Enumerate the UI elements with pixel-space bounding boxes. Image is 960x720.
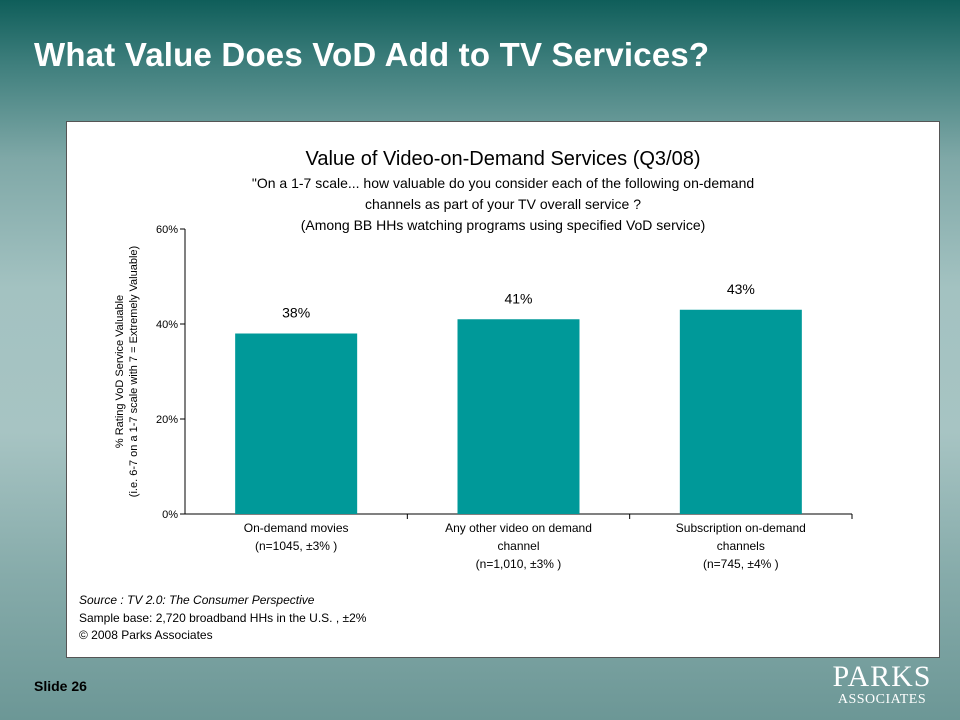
source-note: Source : TV 2.0: The Consumer Perspectiv… — [79, 593, 315, 607]
logo-line-2: ASSOCIATES — [837, 692, 927, 707]
slide-title: What Value Does VoD Add to TV Services? — [34, 36, 710, 73]
bar-value-label: 38% — [282, 305, 310, 321]
survey-question-line-3: (Among BB HHs watching programs using sp… — [300, 217, 706, 233]
survey-question-line-1: "On a 1-7 scale... how valuable do you c… — [251, 175, 755, 191]
sample-base-note: Sample base: 2,720 broadband HHs in the … — [79, 611, 367, 625]
survey-question-line-2: channels as part of your TV overall serv… — [365, 196, 641, 212]
copyright-note: © 2008 Parks Associates — [79, 628, 213, 642]
x-category-label: Any other video on demand — [445, 521, 592, 535]
slide-number: Slide 26 — [34, 678, 87, 694]
x-category-label: (n=745, ±4% ) — [703, 557, 779, 571]
bar — [457, 319, 580, 514]
bar-chart: 0% 20% 40% 60% % Rating VoD Service Valuable… — [114, 224, 853, 571]
parks-associates-logo: PARKS ASSOCIATES — [826, 662, 938, 712]
y-tick-label: 0% — [162, 509, 178, 521]
y-axis-title: (i.e. 6-7 on a 1-7 scale with 7 = Extrem… — [128, 246, 140, 497]
bar — [235, 333, 358, 514]
chart-panel: Value of Video-on-Demand Services (Q3/08… — [66, 121, 940, 658]
y-tick-label: 40% — [156, 319, 178, 331]
y-axis-title: % Rating VoD Service Valuable — [114, 295, 126, 448]
logo-line-1: PARKS — [832, 660, 932, 693]
y-tick-label: 60% — [156, 224, 178, 236]
chart-title: Value of Video-on-Demand Services (Q3/08… — [305, 148, 701, 170]
x-category-label: channel — [497, 539, 539, 553]
x-category-label: On-demand movies — [244, 521, 349, 535]
bar-value-label: 41% — [504, 290, 532, 306]
bar-value-label: 43% — [727, 281, 755, 297]
bar — [679, 309, 802, 514]
x-category-label: (n=1045, ±3% ) — [255, 539, 337, 553]
x-category-label: (n=1,010, ±3% ) — [476, 557, 562, 571]
x-category-label: channels — [717, 539, 765, 553]
x-category-label: Subscription on-demand — [676, 521, 806, 535]
y-tick-label: 20% — [156, 414, 178, 426]
